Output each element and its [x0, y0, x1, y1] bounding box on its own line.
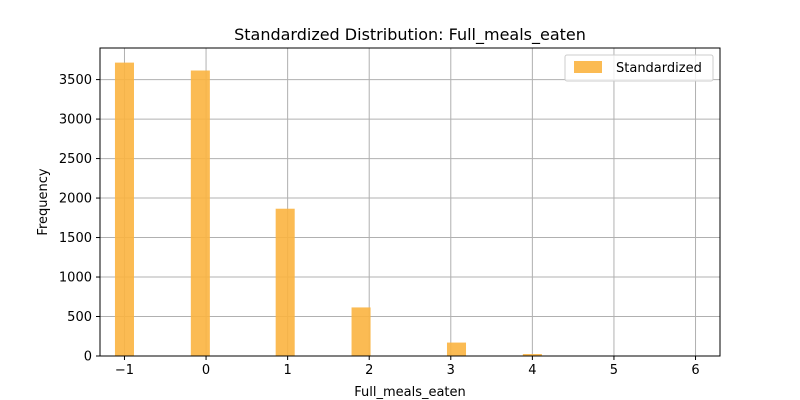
- x-tick-label: −1: [115, 363, 134, 378]
- x-axis-label: Full_meals_eaten: [354, 385, 466, 400]
- histogram-bar: [190, 70, 210, 356]
- y-tick-label: 3500: [59, 73, 92, 88]
- x-tick-label: 2: [365, 363, 373, 378]
- legend: Standardized: [564, 54, 714, 82]
- x-tick-label: 6: [691, 363, 699, 378]
- y-tick-label: 2000: [59, 192, 92, 207]
- x-tick-label: 4: [528, 363, 536, 378]
- y-tick-label: 2500: [59, 152, 92, 167]
- histogram-bars: [114, 62, 542, 356]
- y-tick-label: 3000: [59, 113, 92, 128]
- x-axis-ticks: −1 0 1 2 3 4 5 6: [115, 356, 700, 378]
- y-tick-label: 500: [67, 310, 92, 325]
- y-tick-label: 1500: [59, 231, 92, 246]
- chart-title: Standardized Distribution: Full_meals_ea…: [234, 25, 586, 45]
- plot-frame: [99, 47, 721, 357]
- y-axis-ticks: 0 500 1000 1500 2000 2500 3000 3500: [59, 73, 100, 365]
- histogram-bar: [522, 354, 542, 356]
- histogram-bar: [351, 307, 371, 356]
- x-tick-label: 0: [202, 363, 210, 378]
- histogram-bar: [275, 208, 295, 356]
- x-tick-label: 1: [283, 363, 291, 378]
- x-tick-label: 3: [447, 363, 455, 378]
- legend-label: Standardized: [616, 61, 702, 76]
- y-axis-label: Frequency: [36, 168, 51, 235]
- histogram-bar: [446, 342, 467, 356]
- y-tick-label: 0: [84, 350, 92, 365]
- histogram-bar: [114, 62, 134, 356]
- x-tick-label: 5: [610, 363, 618, 378]
- legend-swatch: [574, 61, 602, 73]
- y-tick-label: 1000: [59, 271, 92, 286]
